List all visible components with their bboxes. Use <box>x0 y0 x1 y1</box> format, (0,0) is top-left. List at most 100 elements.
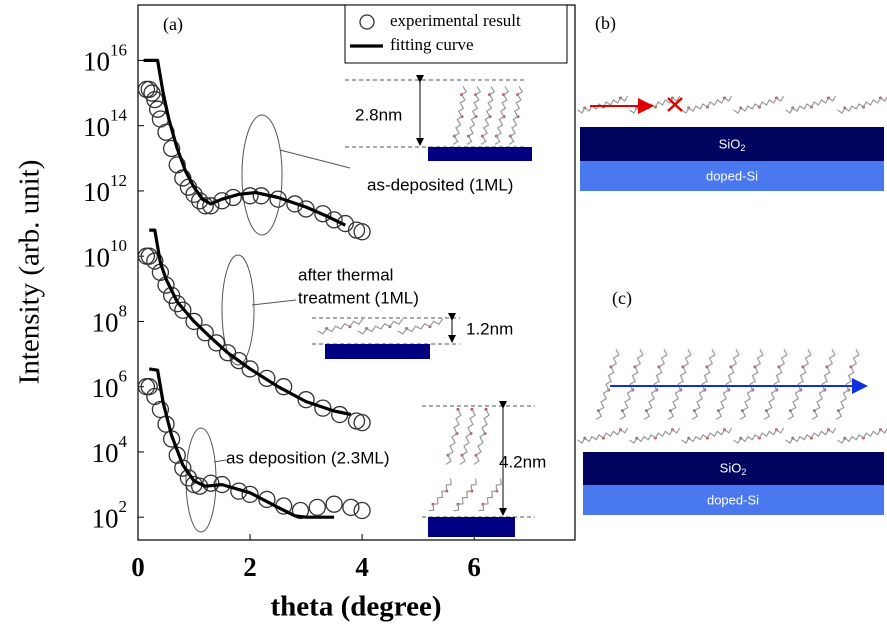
data-point <box>213 192 231 210</box>
substrate <box>325 344 430 359</box>
molecule <box>733 95 785 114</box>
data-point <box>325 211 343 229</box>
data-point <box>241 485 259 504</box>
molecule <box>317 318 364 335</box>
data-point <box>196 324 214 342</box>
molecule <box>837 427 887 444</box>
molecule <box>577 427 629 444</box>
data-point <box>314 205 332 223</box>
data-point <box>297 391 315 409</box>
guide-line <box>213 459 227 463</box>
molecule <box>473 409 490 465</box>
molecule <box>763 349 788 420</box>
molecule <box>397 318 444 335</box>
data-point <box>291 501 310 520</box>
annotation: treatment (1ML) <box>298 288 419 307</box>
x-tick-label: 2 <box>243 552 257 582</box>
data-point <box>241 360 259 378</box>
data-point <box>148 100 167 118</box>
y-tick-label: 1016 <box>83 40 127 76</box>
data-point <box>140 378 158 396</box>
y-tick-label: 104 <box>92 432 128 468</box>
guide-line <box>279 149 351 169</box>
y-tick-label: 1010 <box>83 236 127 272</box>
data-point <box>207 334 226 352</box>
molecule <box>785 95 837 114</box>
data-point <box>308 498 326 517</box>
panel-label: (c) <box>612 288 632 309</box>
data-point <box>314 399 332 417</box>
data-point <box>168 295 186 313</box>
layer-label: SiO2 <box>720 460 747 477</box>
data-point <box>353 223 371 241</box>
molecule <box>739 349 764 420</box>
sio2-layer <box>580 127 884 161</box>
molecule <box>629 95 681 114</box>
y-tick-label: 108 <box>92 301 128 337</box>
guide-line <box>251 299 297 306</box>
molecule <box>785 427 837 444</box>
data-point <box>258 490 276 509</box>
molecule <box>715 349 740 420</box>
y-tick-label: 106 <box>92 367 128 403</box>
fit-line <box>148 367 335 519</box>
data-point <box>336 214 354 233</box>
molecule <box>681 427 733 444</box>
data-point <box>146 90 164 109</box>
molecule <box>691 349 716 420</box>
molecule <box>453 478 477 512</box>
panel-label: (a) <box>163 14 183 35</box>
x-axis-label: theta (degree) <box>271 591 442 623</box>
panel-label: (b) <box>595 13 616 34</box>
molecule <box>428 478 452 512</box>
data-point <box>162 139 181 158</box>
y-axis-label: Intensity (arb. unit) <box>14 160 46 385</box>
data-point <box>230 351 248 370</box>
data-point <box>179 469 198 487</box>
dimension-label: 1.2nm <box>466 319 513 338</box>
data-point <box>325 495 343 513</box>
molecule <box>811 349 836 420</box>
data-point <box>174 301 192 319</box>
data-point <box>347 412 366 430</box>
y-tick-label: 1012 <box>83 171 127 207</box>
legend-marker <box>359 14 375 30</box>
data-point <box>185 312 203 331</box>
layer-label: doped-Si <box>707 492 759 507</box>
si-layer <box>580 161 884 191</box>
molecule <box>577 95 629 114</box>
data-point <box>286 195 304 213</box>
molecule <box>837 95 887 114</box>
layer-label: doped-Si <box>706 168 758 183</box>
decoration <box>185 75 887 537</box>
si-layer <box>583 485 884 515</box>
data-point <box>151 400 170 419</box>
data-point <box>202 474 220 492</box>
molecule <box>787 349 812 420</box>
data-point <box>196 197 214 215</box>
x-tick-label: 4 <box>355 552 369 582</box>
legend-label: fitting curve <box>390 35 474 54</box>
sio2-layer <box>583 452 884 485</box>
layer-label: SiO2 <box>719 136 746 153</box>
molecule <box>619 349 644 420</box>
molecule <box>508 86 524 145</box>
data-point <box>174 459 192 477</box>
molecule <box>478 478 502 512</box>
fit-line <box>149 228 352 417</box>
substrate <box>428 147 532 161</box>
molecule <box>643 349 668 420</box>
data-point <box>258 369 276 388</box>
molecule <box>466 86 482 145</box>
legend-box <box>344 4 568 64</box>
molecule <box>595 349 620 420</box>
annotation: as deposition (2.3ML) <box>226 448 389 467</box>
callout-ellipse <box>241 114 283 236</box>
data-point <box>353 414 371 432</box>
molecule <box>835 349 860 420</box>
x-tick-label: 0 <box>131 552 145 582</box>
molecule <box>452 86 468 145</box>
substrate <box>428 517 515 537</box>
